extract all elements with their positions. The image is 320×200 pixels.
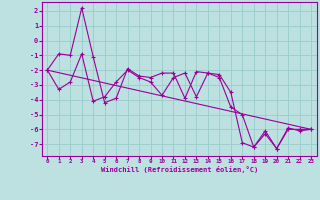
X-axis label: Windchill (Refroidissement éolien,°C): Windchill (Refroidissement éolien,°C)	[100, 166, 258, 173]
